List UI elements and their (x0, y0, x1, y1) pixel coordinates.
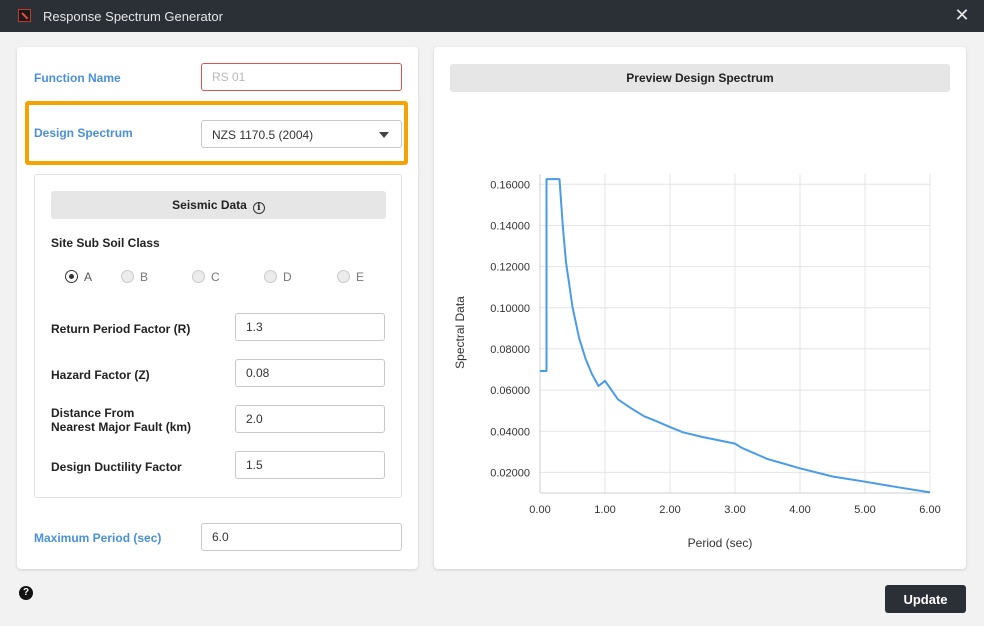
hazard-factor-input[interactable] (235, 359, 385, 387)
design-spectrum-highlight (25, 101, 408, 165)
distance-label-line1: Distance From (51, 406, 135, 420)
x-tick-label: 3.00 (724, 504, 745, 516)
info-icon[interactable]: i (252, 202, 265, 214)
seismic-data-section: Seismic Data i Site Sub Soil Class A B C … (34, 174, 402, 498)
x-axis-label: Period (sec) (688, 536, 753, 550)
y-tick-label: 0.04000 (490, 426, 530, 438)
help-icon[interactable]: ? (19, 586, 33, 600)
y-tick-label: 0.06000 (490, 385, 530, 397)
preview-header: Preview Design Spectrum (450, 64, 950, 92)
radio-unchecked-icon (337, 270, 350, 283)
hazard-factor-label: Hazard Factor (Z) (51, 368, 150, 382)
x-tick-label: 5.00 (854, 504, 875, 516)
max-period-label: Maximum Period (sec) (34, 531, 162, 545)
seismic-data-header: Seismic Data i (51, 191, 386, 219)
x-tick-label: 0.00 (529, 504, 550, 516)
design-spectrum-value: NZS 1170.5 (2004) (212, 128, 314, 142)
distance-label-line2: Nearest Major Fault (km) (51, 420, 192, 434)
y-tick-label: 0.08000 (490, 344, 530, 356)
y-tick-label: 0.02000 (490, 467, 530, 479)
spectrum-series-line (540, 178, 931, 494)
radio-label: B (140, 270, 149, 284)
y-axis-label: Spectral Data (453, 296, 467, 369)
y-tick-label: 0.14000 (490, 220, 530, 232)
title-bar: Response Spectrum Generator ✕ (0, 0, 984, 32)
x-tick-label: 6.00 (919, 504, 940, 516)
radio-unchecked-icon (264, 270, 277, 283)
preview-panel: Preview Design Spectrum 0.00 1.00 2.00 3.00… (434, 47, 966, 569)
function-name-label: Function Name (34, 71, 121, 85)
x-tick-label: 1.00 (594, 504, 615, 516)
spectrum-chart: 0.00 1.00 2.00 3.00 4.00 5.00 6.00 0.02000 0.040… (453, 174, 941, 550)
distance-fault-input[interactable] (235, 405, 385, 433)
radio-label: C (211, 270, 220, 284)
design-spectrum-select[interactable]: NZS 1170.5 (2004) (201, 120, 402, 148)
return-period-input[interactable] (235, 313, 385, 341)
close-icon[interactable]: ✕ (954, 5, 970, 25)
window-title: Response Spectrum Generator (43, 9, 223, 24)
max-period-input[interactable] (201, 523, 402, 551)
app-logo-icon (18, 9, 31, 22)
radio-unchecked-icon (192, 270, 205, 283)
ductility-input[interactable] (235, 451, 385, 479)
y-tick-label: 0.12000 (490, 262, 530, 274)
y-tick-label: 0.10000 (490, 303, 530, 315)
design-spectrum-label: Design Spectrum (34, 126, 133, 140)
update-button[interactable]: Update (885, 585, 966, 613)
radio-label: A (84, 270, 93, 284)
chevron-down-icon (379, 132, 389, 138)
seismic-data-title: Seismic Data (172, 198, 247, 212)
x-tick-label: 4.00 (789, 504, 810, 516)
radio-label: E (356, 270, 365, 284)
radio-checked-icon (65, 270, 78, 283)
ductility-label: Design Ductility Factor (51, 460, 182, 474)
y-tick-label: 0.16000 (490, 179, 530, 191)
x-tick-label: 2.00 (659, 504, 680, 516)
radio-unchecked-icon (121, 270, 134, 283)
form-panel: Function Name Design Spectrum NZS 1170.5… (17, 47, 418, 569)
site-class-label: Site Sub Soil Class (51, 236, 160, 250)
radio-label: D (283, 270, 292, 284)
return-period-label: Return Period Factor (R) (51, 322, 191, 336)
function-name-input[interactable] (201, 63, 402, 91)
